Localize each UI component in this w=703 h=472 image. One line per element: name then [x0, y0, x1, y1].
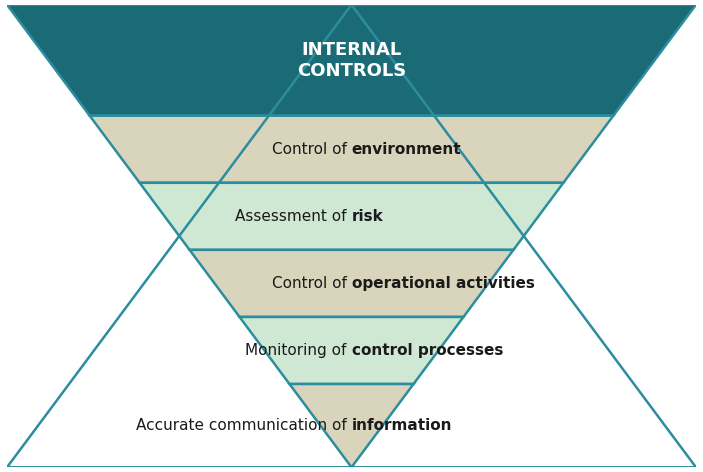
- Polygon shape: [140, 183, 563, 250]
- Text: Control of: Control of: [272, 276, 352, 291]
- Text: INTERNAL
CONTROLS: INTERNAL CONTROLS: [297, 41, 406, 80]
- Text: Control of: Control of: [272, 142, 352, 157]
- Text: Accurate communication of: Accurate communication of: [136, 418, 352, 433]
- Polygon shape: [7, 5, 696, 116]
- Text: Assessment of: Assessment of: [235, 209, 352, 224]
- Text: Monitoring of: Monitoring of: [245, 343, 352, 358]
- Polygon shape: [240, 317, 463, 384]
- Text: operational activities: operational activities: [352, 276, 534, 291]
- Polygon shape: [290, 384, 413, 467]
- Text: information: information: [352, 418, 452, 433]
- Text: environment: environment: [352, 142, 461, 157]
- Polygon shape: [190, 250, 513, 317]
- Polygon shape: [90, 116, 613, 183]
- Text: control processes: control processes: [352, 343, 503, 358]
- Text: risk: risk: [352, 209, 383, 224]
